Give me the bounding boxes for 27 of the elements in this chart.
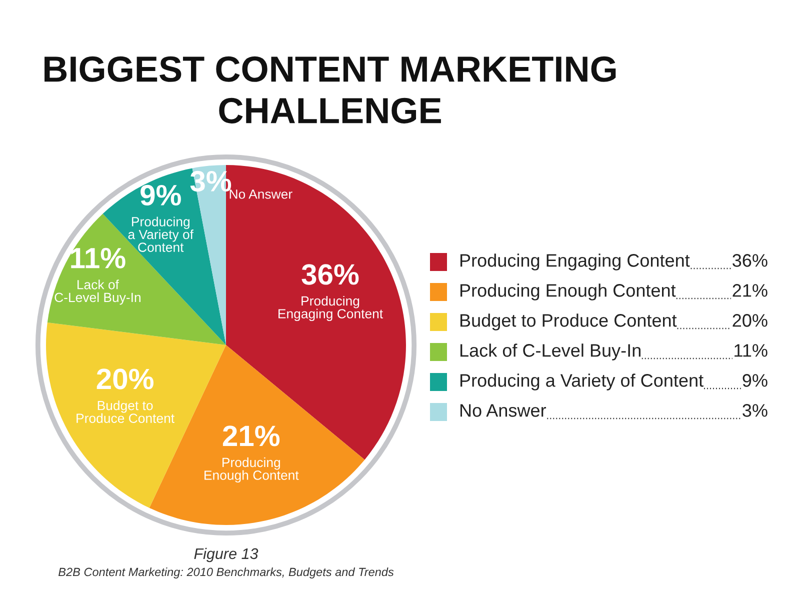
text: 3%: [742, 404, 768, 417]
text: 36%: [732, 254, 768, 267]
data-label: 20%: [96, 368, 154, 390]
slice-label: Producing Engaging Content: [278, 296, 383, 322]
text: B2B Content Marketing: 2010 Benchmarks, Budgets and Trends: [58, 567, 394, 579]
text: 21%: [732, 284, 768, 297]
data-label: 9%: [140, 184, 181, 206]
pie-slice: [47, 214, 226, 345]
data-label: 21%: [222, 426, 280, 446]
text: 9%: [742, 374, 768, 387]
slice-label: No Answer: [230, 190, 292, 199]
legend-label: Producing Enough Content: [460, 284, 676, 300]
slice-label: Producing a Variety of Content: [128, 216, 194, 252]
legend-label: Producing Engaging Content: [460, 254, 690, 270]
chart-title: BIGGEST CONTENT MARKETING CHALLENGE: [44, 56, 616, 124]
legend-label: No Answer: [460, 404, 546, 417]
text: 20%: [732, 314, 768, 327]
data-label: 11%: [71, 248, 126, 268]
slice-label: Lack of C-Level Buy-In: [54, 280, 140, 305]
legend-label: Lack of C-Level Buy-In: [460, 344, 640, 360]
caption: Figure 13: [194, 548, 258, 562]
legend-label: Producing a Variety of Content: [460, 374, 704, 390]
slice-label: Producing Enough Content: [204, 457, 299, 483]
slice-label: Budget to Produce Content: [76, 400, 174, 423]
text: 11%: [734, 344, 768, 357]
legend-label: Budget to Produce Content: [460, 314, 677, 330]
data-label: 36%: [302, 264, 359, 285]
